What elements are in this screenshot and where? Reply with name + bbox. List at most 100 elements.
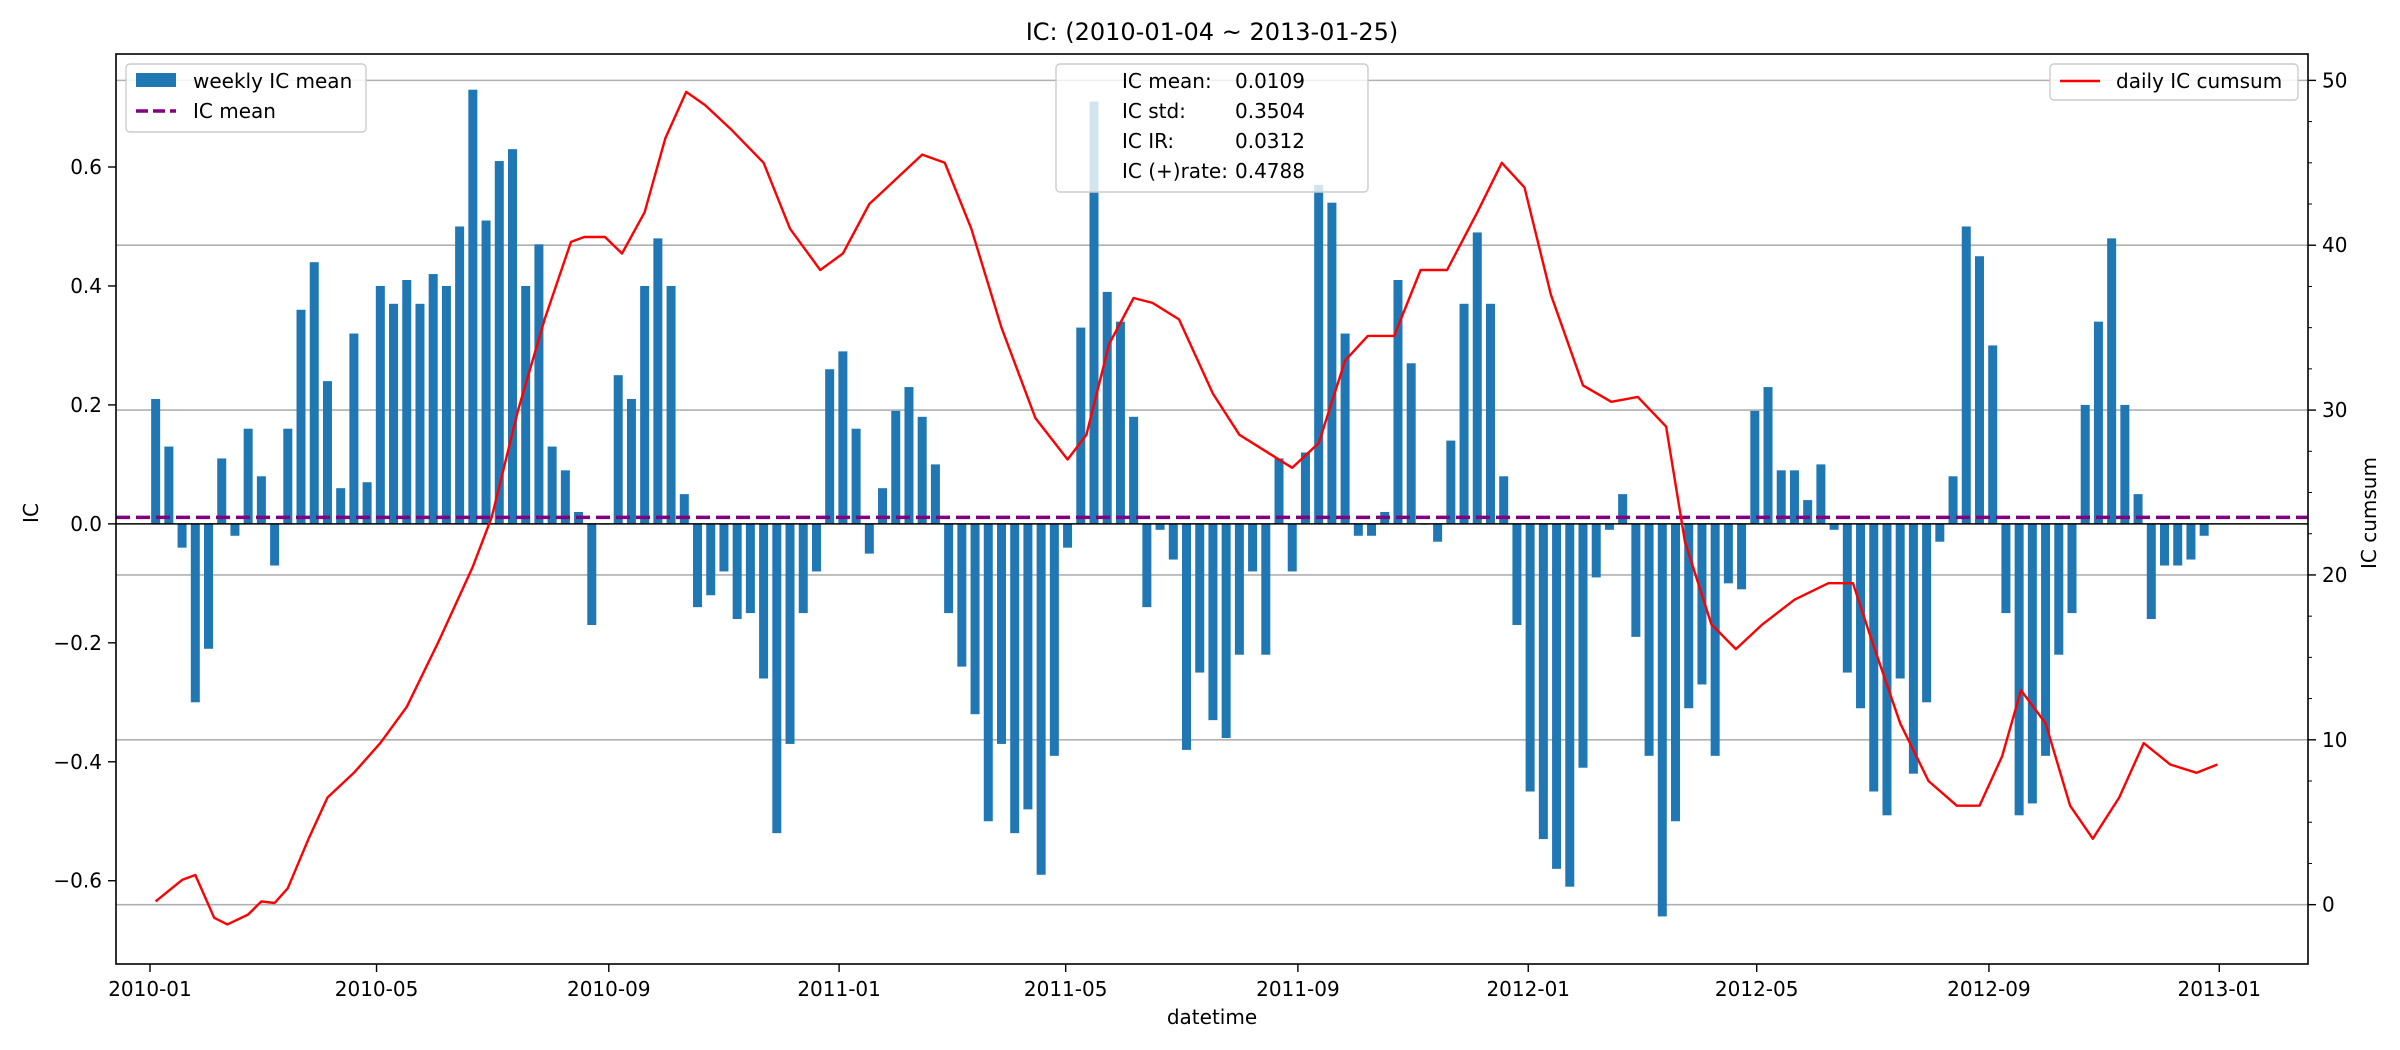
right-y-tick-label-4: 40 [2322,233,2347,257]
bar-120 [1737,523,1747,590]
y-tick-label-2: −0.2 [53,631,102,655]
bar-6 [230,523,240,536]
bar-125 [1803,500,1813,524]
bar-40 [679,494,689,524]
bar-124 [1789,470,1799,524]
lines [116,90,2308,926]
bar-20 [415,303,425,524]
bar-155 [2199,523,2209,536]
y-tick-label-5: 0.4 [70,274,102,298]
stats-label-1: IC std: [1122,99,1186,123]
bar-29 [534,244,544,524]
bar-72 [1102,291,1112,524]
bar-87 [1300,452,1310,524]
right-y-tick-label-0: 0 [2322,893,2335,917]
bar-105 [1538,523,1548,840]
bar-81 [1221,523,1231,738]
bar-114 [1657,523,1667,917]
bar-23 [455,226,465,524]
bar-51 [825,369,835,524]
bar-67 [1036,523,1046,875]
bar-104 [1525,523,1535,792]
x-tick-label-0: 2010-01 [108,977,192,1001]
bar-18 [389,303,399,524]
stats-value-2: 0.0312 [1235,129,1305,153]
bar-59 [930,464,940,524]
bar-153 [2173,523,2183,566]
bar-17 [375,285,385,524]
x-tick-label-4: 2011-05 [1024,977,1108,1001]
bar-58 [917,416,927,524]
bar-117 [1697,523,1707,685]
bar-60 [944,523,954,614]
bar-126 [1816,464,1826,524]
bar-41 [693,523,703,608]
bar-7 [243,428,253,524]
bar-90 [1340,333,1350,524]
bar-74 [1129,416,1139,524]
legend-right-box [2049,63,2299,101]
bar-108 [1578,523,1588,768]
bar-5 [217,458,227,524]
bar-22 [441,285,451,524]
bar-145 [2067,523,2077,614]
bar-86 [1287,523,1297,572]
bar-134 [1922,523,1932,703]
bar-140 [2001,523,2011,614]
bar-143 [2041,523,2051,756]
bar-92 [1367,523,1377,536]
bar-4 [204,523,214,649]
bar-147 [2093,321,2103,524]
right-y-axis-title: IC cumsum [2357,457,2381,569]
bar-26 [494,161,504,524]
bar-19 [402,280,412,524]
bar-53 [851,428,861,524]
bar-136 [1948,476,1958,524]
bar-65 [1010,523,1020,834]
bar-10 [283,428,293,524]
bar-21 [428,274,438,524]
bar-71 [1089,101,1099,524]
bar-78 [1182,523,1192,750]
bar-103 [1512,523,1522,625]
bar-84 [1261,523,1271,655]
bar-113 [1644,523,1654,756]
bar-42 [706,523,716,596]
bar-56 [891,410,901,524]
chart-title: IC: (2010-01-04 ~ 2013-01-25) [1026,18,1399,46]
bar-46 [759,523,769,679]
bar-37 [640,285,650,524]
bar-150 [2133,494,2143,524]
bar-97 [1433,523,1443,542]
bar-121 [1750,410,1760,524]
legend-label-cumsum: daily IC cumsum [2116,69,2282,93]
bar-115 [1671,523,1681,822]
stats-label-3: IC (+)rate: [1122,159,1228,183]
right-y-tick-label-1: 10 [2322,728,2347,752]
right-y-tick-label-2: 20 [2322,563,2347,587]
bar-73 [1115,321,1125,524]
bar-99 [1459,303,1469,524]
y-tick-label-4: 0.2 [70,393,102,417]
bar-39 [666,285,676,524]
bar-149 [2120,404,2130,524]
bar-131 [1882,523,1892,816]
bar-109 [1591,523,1601,578]
bar-69 [1063,523,1073,548]
bar-139 [1988,345,1998,524]
legends: weekly IC mean IC mean daily IC cumsum IC m… [125,63,2299,193]
bar-52 [838,351,848,524]
bar-33 [587,523,597,625]
bar-80 [1208,523,1218,721]
bar-49 [798,523,808,614]
bar-2 [177,523,187,548]
y-tick-label-6: 0.6 [70,155,102,179]
bar-77 [1168,523,1178,560]
bar-14 [336,488,346,524]
legend-left-box [125,63,367,133]
bar-47 [772,523,782,834]
bar-44 [732,523,742,620]
bar-63 [983,523,993,822]
bars [151,89,2209,917]
